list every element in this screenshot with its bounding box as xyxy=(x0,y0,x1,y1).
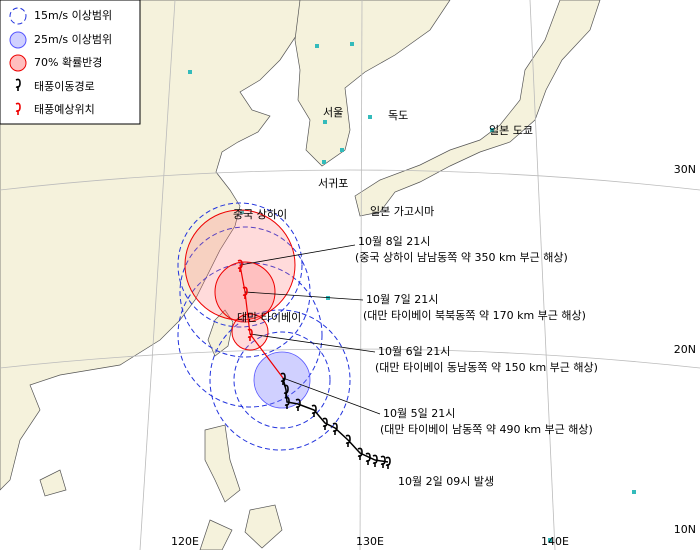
typhoon-symbol xyxy=(237,259,243,272)
forecast-time: 10월 8일 21시 xyxy=(358,234,430,248)
forecast-desc: (중국 상하이 남남동쪽 약 350 km 부근 해상) xyxy=(355,250,568,264)
typhoon-symbol xyxy=(284,396,290,409)
origin-label: 10월 2일 09시 발생 xyxy=(398,474,494,488)
lon-label: 140E xyxy=(541,535,569,548)
typhoon-symbol xyxy=(280,372,286,385)
forecast-desc: (대만 타이베이 남동쪽 약 490 km 부근 해상) xyxy=(380,422,593,436)
leader xyxy=(249,333,376,353)
typhoon-symbol xyxy=(345,434,351,447)
typhoon-symbol xyxy=(365,452,371,465)
lat-label: 20N xyxy=(674,343,696,356)
place-label: 대만 타이베이 xyxy=(237,311,301,324)
typhoon-symbol xyxy=(385,456,391,469)
legend-label: 25m/s 이상범위 xyxy=(34,33,112,46)
lon-label: 120E xyxy=(171,535,199,548)
lat-label: 30N xyxy=(674,163,696,176)
forecast-desc: (대만 타이베이 북북동쪽 약 170 km 부근 해상) xyxy=(363,308,586,322)
typhoon-symbol xyxy=(322,417,328,430)
place-label: 일본 도쿄 xyxy=(489,123,533,137)
legend-label: 태풍이동경로 xyxy=(34,80,95,93)
legend-label: 태풍예상위치 xyxy=(34,103,95,116)
typhoon-symbol xyxy=(242,286,248,299)
legend-label: 15m/s 이상범위 xyxy=(34,9,112,22)
typhoon-symbol xyxy=(283,384,289,397)
lat-label: 10N xyxy=(674,523,696,536)
place-label: 중국 상하이 xyxy=(233,207,287,221)
place-label: 일본 가고시마 xyxy=(370,204,434,218)
place-label: 서귀포 xyxy=(318,177,348,190)
place-label: 독도 xyxy=(388,109,408,122)
leader xyxy=(282,377,381,415)
typhoon-symbol xyxy=(332,422,338,435)
place-label: 서울 xyxy=(323,106,343,119)
typhoon-symbol xyxy=(372,454,378,467)
forecast-time: 10월 6일 21시 xyxy=(378,344,450,358)
leader xyxy=(239,244,356,266)
forecast-time: 10월 7일 21시 xyxy=(366,292,438,306)
typhoon-symbol xyxy=(311,404,317,417)
forecast-desc: (대만 타이베이 동남동쪽 약 150 km 부근 해상) xyxy=(375,360,598,374)
typhoon-symbol xyxy=(380,455,386,468)
typhoon-symbol xyxy=(357,447,363,460)
stations xyxy=(188,42,636,542)
typhoon-symbol xyxy=(295,398,301,411)
lon-label: 130E xyxy=(356,535,384,548)
leader xyxy=(244,291,364,301)
typhoon-symbol xyxy=(247,328,253,341)
legend-label: 70% 확률반경 xyxy=(34,56,102,69)
forecast-time: 10월 5일 21시 xyxy=(383,406,455,420)
